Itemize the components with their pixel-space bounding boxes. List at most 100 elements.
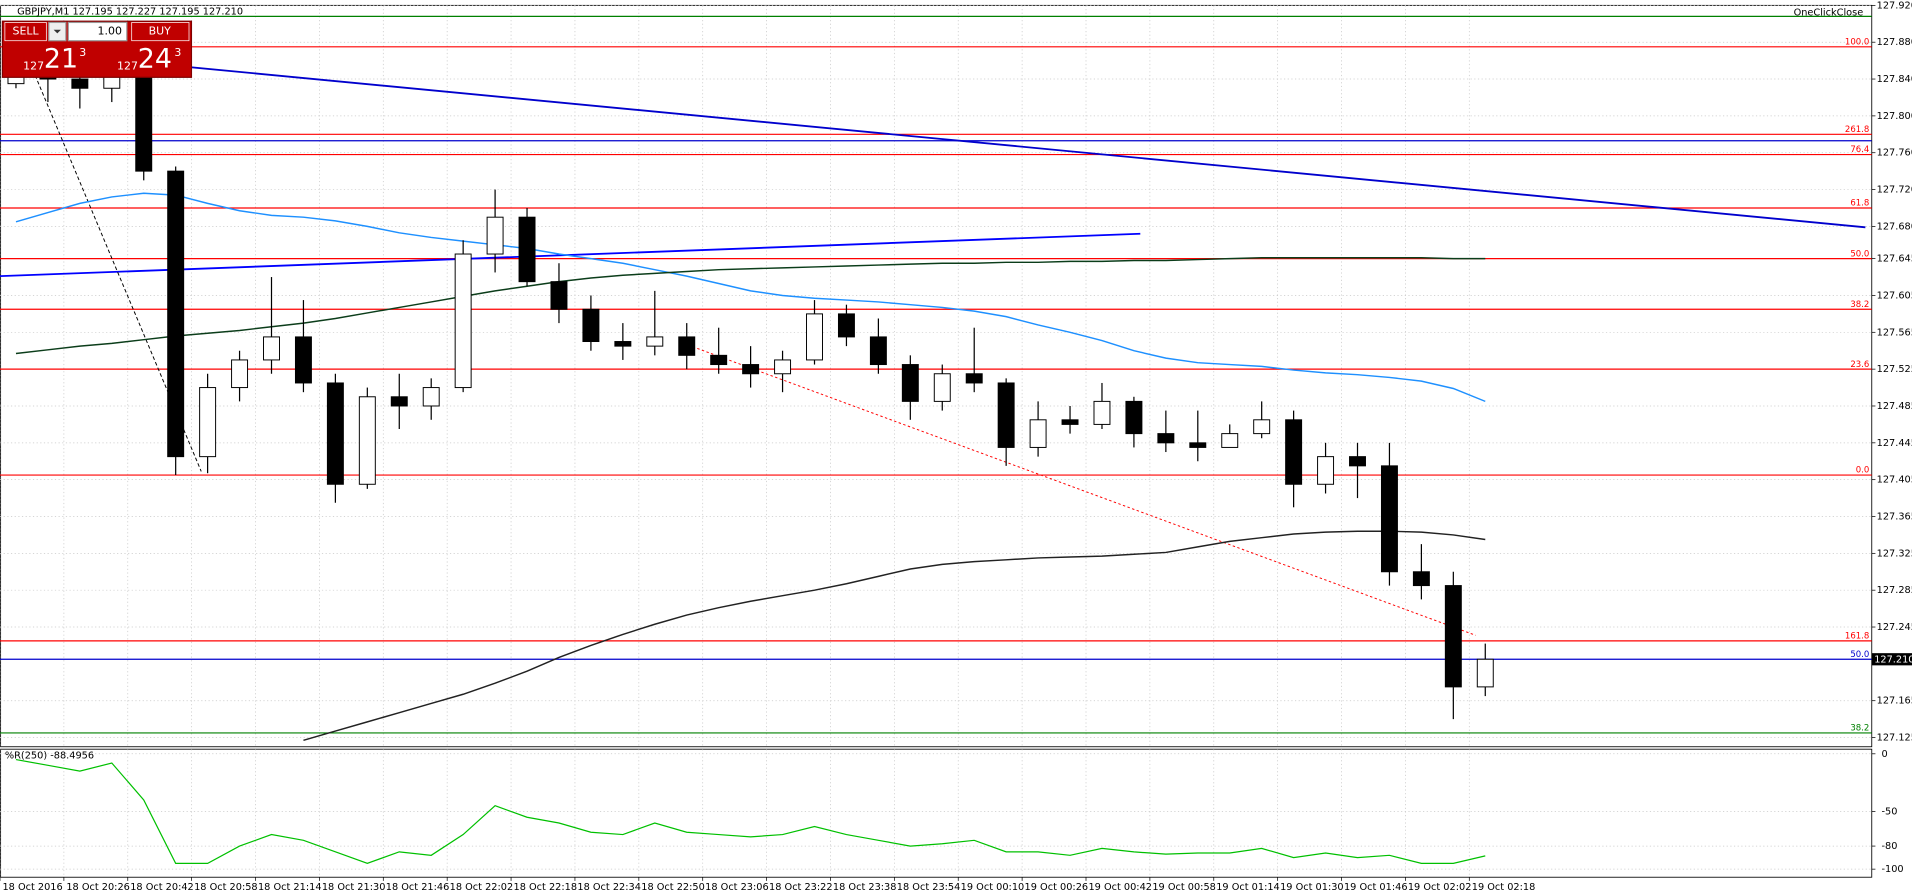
level-label: 38.2 — [1850, 724, 1869, 734]
candle-body — [326, 382, 344, 485]
y-tick-label: 127.920 — [1877, 0, 1912, 11]
indicator-border — [0, 748, 1873, 878]
candle-body — [933, 373, 951, 402]
y-tick-label: 127.880 — [1877, 37, 1912, 48]
level-label: 161.8 — [1845, 631, 1869, 641]
buy-button[interactable] — [131, 22, 190, 42]
ask-main: 24 — [138, 44, 172, 75]
current-price-label: 127.210 — [1874, 654, 1912, 665]
candle-body — [1476, 658, 1494, 688]
y-tick-label: 127.800 — [1877, 111, 1912, 122]
x-tick-label: 18 Oct 23:22 — [769, 882, 833, 893]
lot-arrow — [53, 29, 61, 34]
candle-body — [390, 396, 408, 407]
buy-label[interactable]: BUY — [149, 25, 172, 38]
one-click-close[interactable]: OneClickClose — [1794, 8, 1864, 19]
x-tick-label: 18 Oct 22:34 — [577, 882, 641, 893]
x-tick-label: 18 Oct 21:30 — [322, 882, 386, 893]
candle-body — [742, 364, 760, 375]
candle-body — [614, 341, 632, 347]
candle-body — [710, 354, 728, 366]
candle-body — [997, 382, 1015, 448]
candle-body — [901, 364, 919, 402]
x-tick-label: 19 Oct 00:58 — [1152, 882, 1216, 893]
candle-body — [71, 78, 89, 89]
trade-panel: SELL 1.00 BUY 127 21 3 127 24 3 — [1, 20, 193, 78]
candle-body — [774, 359, 792, 375]
level-label: 38.2 — [1850, 300, 1869, 310]
x-tick-label: 18 Oct 22:18 — [513, 882, 577, 893]
y-tick-label: 127.565 — [1877, 327, 1912, 338]
sell-button[interactable] — [4, 22, 47, 42]
candle-body — [550, 281, 568, 310]
trendline — [121, 59, 1866, 229]
ask-big: 127 — [117, 59, 138, 72]
candle-body — [486, 216, 504, 255]
candle-body — [167, 170, 185, 458]
candle-body — [199, 387, 217, 458]
candle-body — [263, 336, 280, 361]
candle-body — [1349, 456, 1366, 467]
level-label: 23.6 — [1850, 360, 1869, 370]
candle-body — [231, 359, 249, 389]
candle-body — [294, 336, 312, 384]
moving-average — [303, 530, 1486, 742]
candle-body — [1125, 400, 1143, 435]
bid-big: 127 — [23, 59, 44, 72]
y-tick-label: 127.680 — [1877, 221, 1912, 232]
candle-body — [837, 313, 855, 338]
sell-label[interactable]: SELL — [13, 25, 40, 38]
candle-body — [1285, 419, 1303, 485]
indicator-line — [15, 758, 1486, 865]
x-tick-label: 18 Oct 23:06 — [705, 882, 769, 893]
y-tick-label: 127.245 — [1877, 622, 1912, 633]
indicator-tick-label: -100 — [1882, 864, 1904, 875]
x-tick-label: 19 Oct 02:02 — [1408, 882, 1472, 893]
level-label: 61.8 — [1850, 199, 1869, 209]
candle-body — [646, 336, 664, 347]
x-tick-label: 19 Oct 01:14 — [1216, 882, 1280, 893]
ask-sup: 3 — [174, 46, 181, 59]
indicator-tick-label: 0 — [1882, 749, 1888, 760]
y-tick-label: 127.325 — [1877, 548, 1912, 559]
x-tick-label: 18 Oct 23:54 — [897, 882, 961, 893]
x-tick-label: 19 Oct 01:30 — [1280, 882, 1344, 893]
x-tick-label: 18 Oct 22:02 — [450, 882, 514, 893]
indicator-label: %R(250) -88.4956 — [5, 750, 94, 761]
x-tick-label: 18 Oct 20:58 — [194, 882, 258, 893]
y-tick-label: 127.165 — [1877, 696, 1912, 707]
plot-border — [0, 4, 1873, 748]
bid-sup: 3 — [79, 46, 86, 59]
candle-body — [518, 216, 536, 283]
candle-body — [1157, 433, 1175, 444]
x-tick-label: 18 Oct 20:42 — [130, 882, 194, 893]
y-tick-label: 127.485 — [1877, 401, 1912, 412]
candle-body — [806, 313, 823, 361]
x-tick-label: 19 Oct 02:18 — [1472, 882, 1536, 893]
y-tick-label: 127.840 — [1877, 74, 1912, 85]
level-label: 100.0 — [1845, 37, 1869, 47]
candle-body — [1221, 433, 1239, 448]
trendline — [34, 75, 202, 472]
level-label: 50.0 — [1850, 650, 1869, 660]
level-label: 50.0 — [1850, 249, 1869, 259]
candle-body — [1061, 419, 1079, 425]
y-tick-label: 127.645 — [1877, 254, 1912, 265]
y-tick-label: 127.760 — [1877, 148, 1912, 159]
x-tick-label: 19 Oct 00:10 — [961, 882, 1025, 893]
x-tick-label: 18 Oct 23:38 — [833, 882, 897, 893]
lot-input[interactable] — [67, 21, 128, 42]
x-tick-label: 18 Oct 21:46 — [386, 882, 450, 893]
level-label: 261.8 — [1845, 125, 1869, 135]
bid-main: 21 — [44, 44, 78, 75]
level-label: 0.0 — [1856, 466, 1870, 476]
y-tick-label: 127.720 — [1877, 185, 1912, 196]
candle-body — [1317, 456, 1335, 485]
x-tick-label: 19 Oct 00:42 — [1088, 882, 1152, 893]
y-tick-label: 127.365 — [1877, 512, 1912, 523]
candle-body — [454, 253, 472, 389]
y-tick-label: 127.525 — [1877, 364, 1912, 375]
